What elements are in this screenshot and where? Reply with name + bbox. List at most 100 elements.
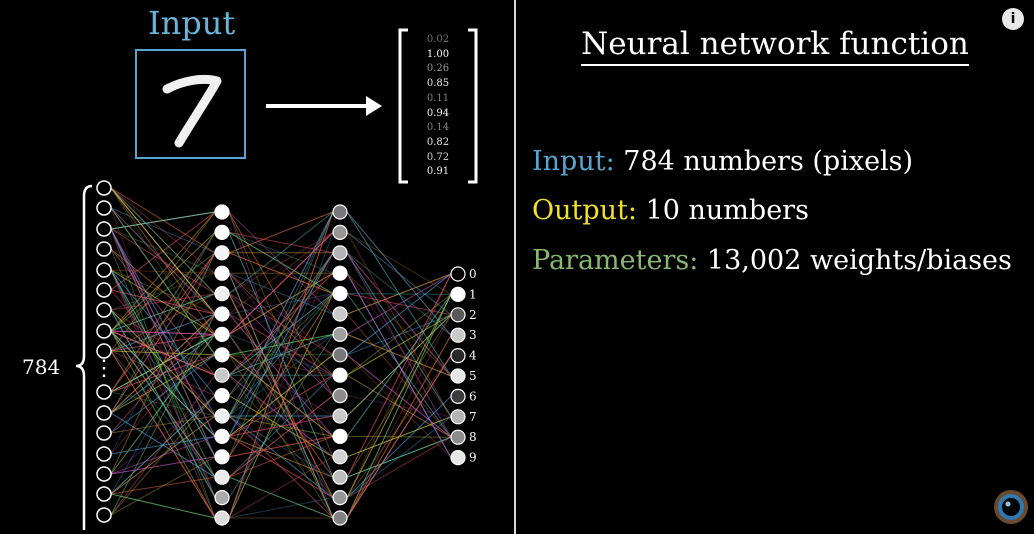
connection-edge [346,211,452,377]
vector-entry: 0.82 [426,136,450,148]
hidden-neuron-layer2 [332,306,348,322]
output-neuron [450,409,466,425]
output-neuron [450,266,466,282]
connection-edge [110,187,216,315]
connection-edge [110,248,216,376]
input-neuron [96,282,112,298]
hidden-neuron-layer1 [214,265,230,281]
connection-edge [346,211,452,336]
input-neuron [96,302,112,318]
output-neuron-label: 3 [469,328,477,342]
hidden-neuron-layer1 [214,510,230,526]
3blue1brown-logo-icon [994,490,1028,524]
connection-edge [228,476,334,519]
parameters-label: Parameters: [532,245,699,276]
hidden-neuron-layer1 [214,388,230,404]
connection-edge [346,436,452,499]
digit-seven-image [162,74,222,148]
hidden-neuron-layer1 [214,224,230,240]
connection-edge [110,395,216,475]
hidden-neuron-layer2 [332,490,348,506]
input-label: Input: [532,146,615,177]
hidden-neuron-layer1 [214,408,230,424]
connection-edge [228,211,334,254]
output-label: Output: [532,195,637,226]
connection-edge [110,269,216,396]
vector-entry: 0.85 [426,78,450,90]
connection-edge [346,252,452,438]
connection-edge [110,207,216,356]
connection-edge [110,334,216,475]
connection-edge [346,334,452,519]
connection-edge [110,334,216,455]
vector-entry: 0.94 [426,107,450,119]
connection-edge [228,415,334,498]
connection-edge [110,293,216,332]
arrow-icon [266,96,382,116]
connection-edge [110,269,216,274]
input-layer-count: 784 [22,355,61,379]
connection-edge [110,330,216,519]
vector-brackets [398,28,478,184]
connection-edge [110,330,216,376]
connection-edge [346,355,452,519]
connection-edge [110,211,216,332]
connection-edge [110,269,216,335]
connection-edge [228,231,334,295]
connection-edge [110,350,216,478]
hidden-neuron-layer2 [332,510,348,526]
connection-edge [228,415,334,519]
hidden-neuron-layer1 [214,428,230,444]
connection-edge [110,207,216,315]
connection-edge [228,272,334,315]
output-neuron-label: 0 [469,267,477,281]
connection-edge [346,232,452,418]
connection-edge [228,211,334,315]
hidden-neuron-layer1 [214,490,230,506]
hidden-neuron-layer2 [332,326,348,342]
input-title: Input [148,4,236,42]
output-vector: 0.02 1.00 0.26 0.85 0.11 0.94 0.14 0.82 0.72 0.91 [398,28,478,184]
connection-edge [110,350,216,519]
hidden-neuron-layer1 [214,347,230,363]
connection-edge [228,435,334,458]
input-neuron [96,343,112,359]
connection-edge [228,232,334,519]
output-text: 10 numbers [645,195,809,226]
output-neuron [450,388,466,404]
connection-edge [228,252,334,295]
input-neuron [96,221,112,237]
connection-edge [228,334,334,498]
output-neuron [450,348,466,364]
input-neuron [96,262,112,278]
output-neuron-label: 6 [469,389,477,403]
input-neuron [96,446,112,462]
input-layer-ellipsis: ⋮ [93,356,115,381]
output-neuron [450,429,466,445]
output-description: Output: 10 numbers [532,195,809,226]
output-neuron-label: 1 [469,287,477,301]
hidden-neuron-layer1 [214,245,230,261]
connection-edge [228,231,334,295]
connection-edge [346,293,452,295]
connection-edge [228,415,334,437]
panel-divider [514,0,516,534]
connection-edge [110,313,216,434]
connection-edge [228,395,334,478]
input-neuron [96,466,112,482]
parameters-text: 13,002 weights/biases [706,245,1012,276]
vector-entry: 0.26 [426,63,450,75]
hidden-neuron-layer1 [214,306,230,322]
info-icon[interactable]: i [1002,8,1024,30]
connection-edge [228,211,334,519]
input-neuron [96,507,112,523]
connection-edge [346,231,452,295]
connection-edge [110,289,216,417]
connection-edge [228,374,334,437]
connection-edge [346,293,452,316]
connection-edge [228,354,334,417]
connection-edge [110,309,216,437]
connection-edge [346,314,452,417]
connection-edge [228,293,334,396]
connection-edge [110,187,216,294]
